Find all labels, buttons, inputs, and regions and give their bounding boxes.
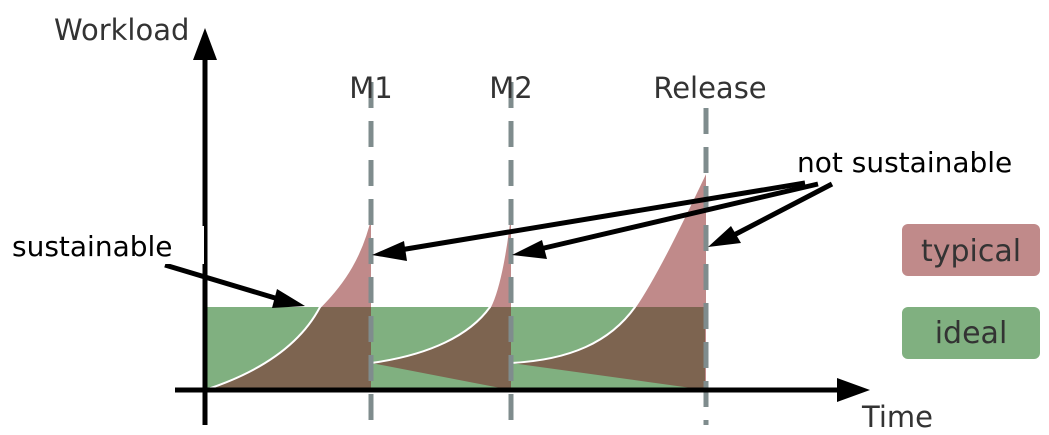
x-axis-label: Time (861, 400, 933, 434)
y-axis-label: Workload (54, 13, 189, 47)
milestone-label-release: Release (653, 71, 766, 105)
x-axis (175, 378, 870, 402)
y-axis (193, 28, 217, 425)
not-sustainable-arrows (372, 180, 834, 261)
milestone-label-m1: M1 (349, 71, 392, 105)
legend: typical ideal (902, 224, 1040, 359)
sustainable-arrow (164, 262, 305, 308)
legend-label-ideal: ideal (935, 316, 1008, 351)
milestone-label-m2: M2 (489, 71, 532, 105)
legend-label-typical: typical (921, 234, 1021, 269)
overlap-area (205, 307, 705, 390)
curve-outline (204, 171, 707, 391)
not-sustainable-label: not sustainable (797, 146, 1012, 179)
legend-swatch-typical (902, 224, 1040, 276)
legend-swatch-ideal (902, 307, 1040, 359)
sustainable-label: sustainable (12, 230, 173, 263)
